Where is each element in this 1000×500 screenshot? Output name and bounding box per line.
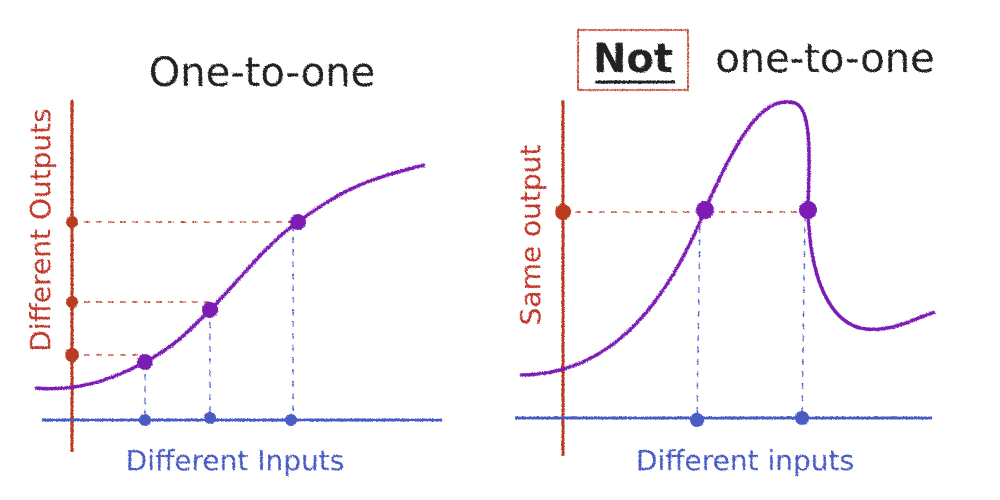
output-dot bbox=[555, 204, 571, 220]
emphasis-box bbox=[577, 29, 689, 91]
left-y-label: Different Outputs bbox=[24, 108, 57, 351]
curve-dots bbox=[137, 214, 306, 370]
curve bbox=[34, 163, 426, 391]
output-dots bbox=[65, 216, 79, 362]
curve-dots bbox=[696, 201, 817, 219]
left-title: One-to-one bbox=[149, 50, 375, 96]
right-y-label: Same output bbox=[514, 145, 547, 326]
input-dots bbox=[690, 411, 809, 427]
right-panel: Not one-to-one Same output Different inp… bbox=[514, 29, 936, 477]
input-dots bbox=[139, 412, 297, 426]
left-x-label: Different Inputs bbox=[126, 444, 345, 477]
curve bbox=[519, 100, 936, 377]
right-x-label: Different inputs bbox=[636, 444, 854, 477]
left-panel: One-to-one Different Outputs Different I… bbox=[24, 50, 442, 477]
right-title-emphasis: Not bbox=[593, 36, 673, 82]
guides bbox=[72, 221, 298, 420]
guides bbox=[563, 211, 808, 419]
right-title: one-to-one bbox=[715, 36, 934, 82]
